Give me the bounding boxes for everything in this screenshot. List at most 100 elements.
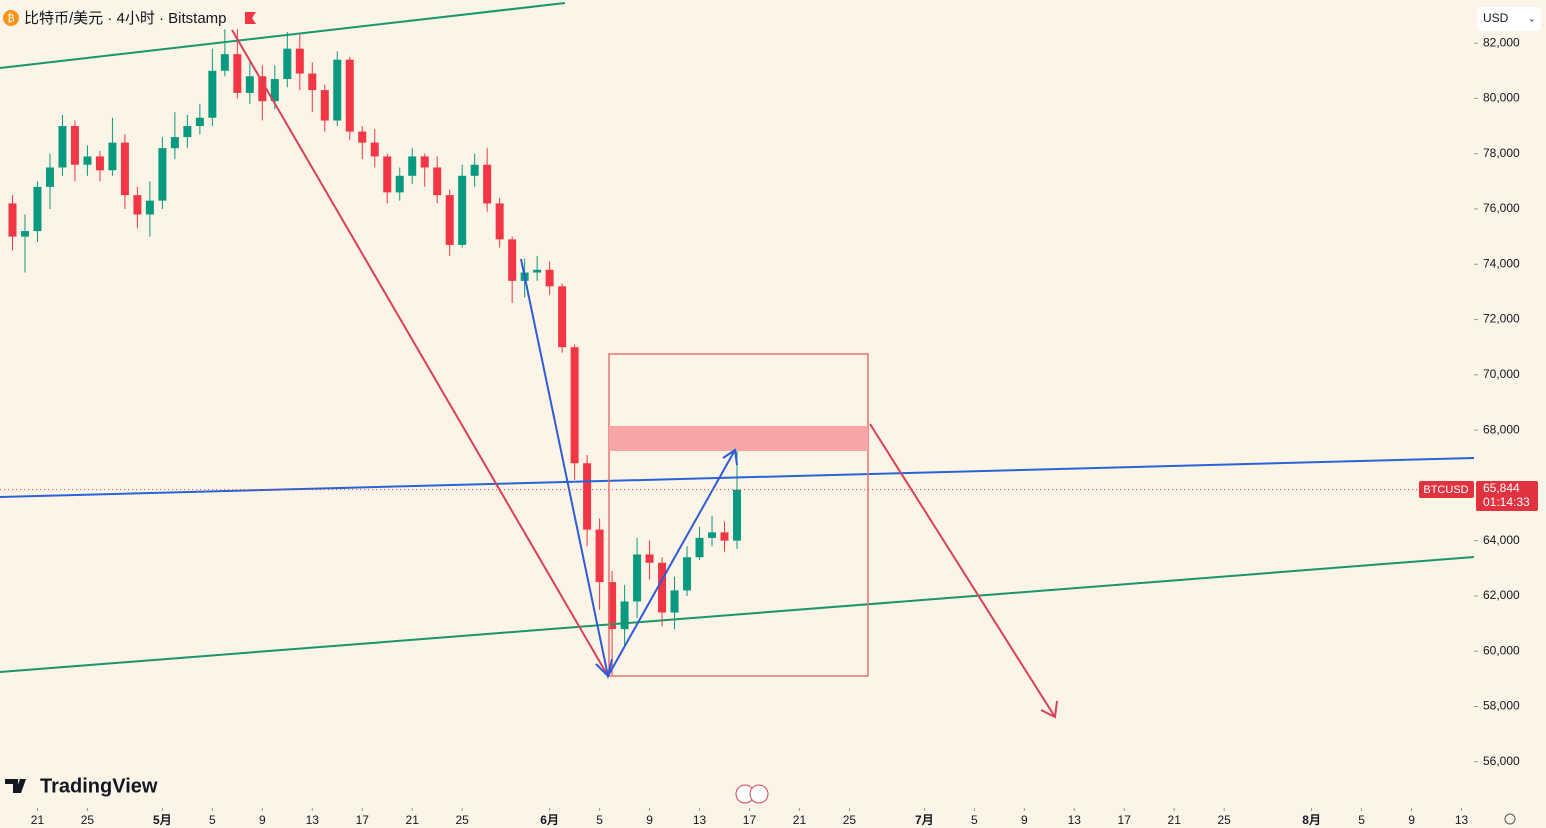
candle-body xyxy=(570,347,579,464)
candle-body xyxy=(108,142,117,171)
candle-body xyxy=(658,562,667,613)
x-tick-label: 9 xyxy=(259,813,266,827)
range-box xyxy=(608,353,869,677)
symbol-title: 比特币/美元 · 4小时 · Bitstamp xyxy=(24,10,227,27)
time-axis xyxy=(0,808,1546,828)
candle-body xyxy=(183,126,192,138)
coin-icon xyxy=(3,10,19,26)
x-tick-label: 21 xyxy=(1168,813,1182,827)
x-tick-label: 25 xyxy=(843,813,857,827)
candle-body xyxy=(345,59,354,132)
y-tick-label: 56,000 xyxy=(1483,754,1520,768)
price-tag-text: 65,844 xyxy=(1483,481,1520,495)
x-tick-label: 21 xyxy=(793,813,807,827)
x-tick-label: 9 xyxy=(646,813,653,827)
x-tick-label: 17 xyxy=(743,813,757,827)
price-axis xyxy=(1474,0,1546,808)
symbol-tag xyxy=(1419,481,1474,498)
candle-body xyxy=(333,59,342,121)
candle-body xyxy=(533,269,542,273)
candle-body xyxy=(270,79,279,102)
coin-symbol: ₿ xyxy=(7,13,14,25)
x-tick-label: 25 xyxy=(456,813,470,827)
candle-body xyxy=(670,590,679,613)
candle-body xyxy=(195,117,204,127)
arrow-line xyxy=(869,423,1056,718)
candle-body xyxy=(358,131,367,143)
trend-line xyxy=(0,556,1475,673)
x-tick-label: 21 xyxy=(31,813,45,827)
x-tick-label: 5 xyxy=(209,813,216,827)
symbol-tag-text: BTCUSD xyxy=(1423,484,1468,496)
candles xyxy=(8,29,741,677)
x-tick-label: 25 xyxy=(1217,813,1231,827)
candle-body xyxy=(383,156,392,193)
candle-body xyxy=(595,529,604,583)
countdown: 01:14:33 xyxy=(1483,495,1530,509)
candle-body xyxy=(83,156,92,165)
candle-body xyxy=(420,156,429,168)
arrow-head xyxy=(722,448,738,466)
arrow-head xyxy=(595,658,613,678)
candle-body xyxy=(558,286,567,348)
candle-body xyxy=(95,156,104,171)
brand: TradingView xyxy=(40,775,158,797)
candle-body xyxy=(283,48,292,80)
y-tick-label: 76,000 xyxy=(1483,201,1520,215)
candle-body xyxy=(133,195,142,215)
event-icon[interactable] xyxy=(749,784,769,804)
candle-body xyxy=(483,164,492,204)
candle-body xyxy=(495,203,504,240)
dropdown-caret: ⌄ xyxy=(1528,13,1536,23)
candle-body xyxy=(408,156,417,176)
y-tick-label: 68,000 xyxy=(1483,422,1520,436)
candle-body xyxy=(8,203,17,237)
currency: USD xyxy=(1483,11,1509,25)
candle-body xyxy=(708,532,717,538)
candle-body xyxy=(33,186,42,232)
x-tick-label: 21 xyxy=(406,813,420,827)
y-tick-label: 64,000 xyxy=(1483,533,1520,547)
candle-body xyxy=(233,54,242,93)
y-tick-label: 70,000 xyxy=(1483,367,1520,381)
x-tick-label: 5 xyxy=(1358,813,1365,827)
brand-logo xyxy=(5,779,26,793)
candle-body xyxy=(733,489,741,541)
candle-body xyxy=(395,175,404,193)
x-tick-label: 9 xyxy=(1021,813,1028,827)
candle-body xyxy=(158,148,167,201)
y-tick-label: 72,000 xyxy=(1483,312,1520,326)
currency-select[interactable] xyxy=(1477,7,1541,31)
x-tick-label: 8月 xyxy=(1302,813,1321,827)
x-tick-label: 9 xyxy=(1408,813,1415,827)
candle-body xyxy=(683,557,692,591)
candle-body xyxy=(645,554,654,563)
resistance-zone xyxy=(609,426,868,451)
candle-body xyxy=(720,532,729,541)
candle-body xyxy=(470,164,479,176)
candle-body xyxy=(120,142,129,196)
candle-body xyxy=(458,175,467,245)
candle-body xyxy=(145,200,154,215)
settings-icon[interactable] xyxy=(1504,813,1516,825)
candle-body xyxy=(620,601,629,630)
x-tick-label: 13 xyxy=(1068,813,1082,827)
trend-line xyxy=(0,457,1475,498)
candle-body xyxy=(295,48,304,74)
x-tick-label: 13 xyxy=(1455,813,1469,827)
x-tick-label: 6月 xyxy=(540,813,559,827)
candle-body xyxy=(170,137,179,149)
x-tick-label: 13 xyxy=(306,813,320,827)
candle-body xyxy=(220,54,229,71)
x-tick-label: 5月 xyxy=(153,813,172,827)
y-tick-label: 80,000 xyxy=(1483,91,1520,105)
flag-icon[interactable] xyxy=(245,12,256,24)
y-tick-label: 74,000 xyxy=(1483,256,1520,270)
candle-body xyxy=(583,463,592,530)
candle-body xyxy=(608,582,617,630)
candle-body xyxy=(545,269,554,287)
trend-line xyxy=(0,2,566,69)
x-tick-label: 17 xyxy=(356,813,370,827)
candle-body xyxy=(633,554,642,602)
